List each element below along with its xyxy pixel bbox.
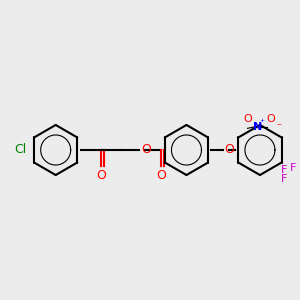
Text: O: O <box>141 143 151 157</box>
Text: $^-$: $^-$ <box>275 121 283 130</box>
Text: F: F <box>281 166 288 176</box>
Text: O: O <box>157 169 166 182</box>
Text: F: F <box>281 174 288 184</box>
Text: O: O <box>243 114 252 124</box>
Text: O: O <box>225 143 235 157</box>
Text: F: F <box>290 163 296 172</box>
Text: $^+$: $^+$ <box>258 118 266 127</box>
Text: Cl: Cl <box>14 143 26 157</box>
Text: N: N <box>253 122 262 132</box>
Text: O: O <box>267 114 275 124</box>
Text: O: O <box>96 169 106 182</box>
